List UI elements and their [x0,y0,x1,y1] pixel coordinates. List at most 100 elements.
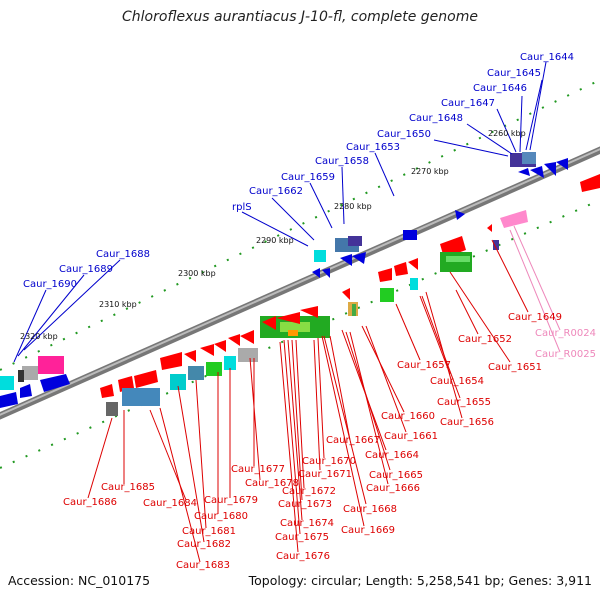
gene-block[interactable] [106,402,118,416]
gene-arrow[interactable] [40,374,70,392]
gene-label[interactable]: Caur_1688 [96,249,150,260]
gene-label[interactable]: Caur_1680 [194,511,248,522]
gene-arrow[interactable] [342,288,350,300]
gene-block[interactable] [352,304,356,316]
gene-label[interactable]: rplS [232,202,252,213]
gene-arrow[interactable] [408,258,418,270]
gene-label[interactable]: Caur_1669 [341,525,395,536]
gene-label[interactable]: Caur_R0025 [535,349,596,360]
gene-arrow[interactable] [200,344,214,356]
gene-arrow[interactable] [312,268,320,278]
gene-block[interactable] [288,330,298,336]
gene-label[interactable]: Caur_1676 [276,551,330,562]
gene-label[interactable]: Caur_1644 [520,52,574,63]
gene-block[interactable] [314,250,326,262]
gene-block[interactable] [224,356,236,370]
gene-label[interactable]: Caur_1679 [204,495,258,506]
gene-block[interactable] [522,152,536,164]
gene-arrow[interactable] [100,384,114,398]
gene-arrow[interactable] [300,306,318,318]
gene-block[interactable] [38,356,64,374]
gene-block[interactable] [410,278,418,290]
gene-label[interactable]: Caur_1677 [231,464,285,475]
gene-arrow[interactable] [20,384,32,398]
gene-label[interactable]: Caur_1648 [409,113,463,124]
gene-arrow[interactable] [160,352,182,370]
gene-label[interactable]: Caur_1661 [384,431,438,442]
gene-label[interactable]: Caur_1664 [365,450,419,461]
gene-arrow[interactable] [455,210,465,220]
gene-arrow[interactable] [487,224,492,232]
gene-label[interactable]: Caur_1665 [369,470,423,481]
gene-arrow[interactable] [262,316,276,330]
gene-label[interactable]: Caur_1657 [397,360,451,371]
gene-label[interactable]: Caur_1690 [23,279,77,290]
gene-arrow[interactable] [518,168,530,176]
gene-arrow[interactable] [0,392,18,408]
gene-label[interactable]: Caur_1686 [63,497,117,508]
gene-label[interactable]: Caur_1655 [437,397,491,408]
gene-label[interactable]: Caur_1682 [177,539,231,550]
gene-block[interactable] [380,288,394,302]
gene-arrow[interactable] [228,334,240,346]
gene-block[interactable] [493,240,499,250]
gene-label[interactable]: Caur_1681 [182,526,236,537]
gene-label[interactable]: Caur_1653 [346,142,400,153]
gene-block[interactable] [170,374,186,390]
gene-arrow[interactable] [276,312,300,324]
gene-arrow[interactable] [214,340,226,352]
gene-label[interactable]: Caur_1645 [487,68,541,79]
gene-label[interactable]: Caur_1658 [315,156,369,167]
gene-block[interactable] [280,322,310,332]
gene-arrow[interactable] [134,370,158,388]
gene-label[interactable]: Caur_1646 [473,83,527,94]
gene-arrow[interactable] [394,262,408,276]
gene-label[interactable]: Caur_1670 [302,456,356,467]
gene-label[interactable]: Caur_1654 [430,376,484,387]
gene-label[interactable]: Caur_1672 [282,486,336,497]
gene-block[interactable] [0,376,14,390]
gene-label[interactable]: Caur_1689 [59,264,113,275]
gene-arrow[interactable] [530,166,544,178]
gene-label[interactable]: Caur_1647 [441,98,495,109]
gene-label[interactable]: Caur_1674 [280,518,334,529]
gene-label[interactable]: Caur_1652 [458,334,512,345]
gene-block[interactable] [403,230,417,240]
gene-label[interactable]: Caur_R0024 [535,328,596,339]
gene-label[interactable]: Caur_1651 [488,362,542,373]
gene-label[interactable]: Caur_1678 [245,478,299,489]
gene-arrow[interactable] [500,210,528,228]
gene-label[interactable]: Caur_1671 [298,469,352,480]
gene-block[interactable] [122,388,160,406]
gene-block[interactable] [18,370,24,382]
gene-label[interactable]: Caur_1650 [377,129,431,140]
gene-arrow[interactable] [184,350,196,362]
gene-label[interactable]: Caur_1667 [326,435,380,446]
gene-block[interactable] [446,256,470,262]
gene-arrow[interactable] [322,268,330,278]
gene-arrow[interactable] [352,252,366,264]
gene-arrow[interactable] [340,254,352,266]
gene-label[interactable]: Caur_1662 [249,186,303,197]
gene-label[interactable]: Caur_1659 [281,172,335,183]
gene-block[interactable] [206,362,222,376]
gene-label[interactable]: Caur_1673 [278,499,332,510]
gene-arrow[interactable] [240,330,254,344]
gene-block[interactable] [348,236,362,246]
gene-label[interactable]: Caur_1666 [366,483,420,494]
gene-arrow[interactable] [580,174,600,192]
gene-arrow[interactable] [544,162,556,176]
gene-label[interactable]: Caur_1683 [176,560,230,571]
gene-label[interactable]: Caur_1660 [381,411,435,422]
gene-label[interactable]: Caur_1656 [440,417,494,428]
gene-label[interactable]: Caur_1684 [143,498,197,509]
gene-arrow[interactable] [378,268,392,282]
gene-label[interactable]: Caur_1675 [275,532,329,543]
gene-label[interactable]: Caur_1668 [343,504,397,515]
gene-arrow[interactable] [556,158,568,170]
gene-label[interactable]: Caur_1685 [101,482,155,493]
gene-block[interactable] [238,348,258,362]
gene-block[interactable] [188,366,204,380]
gene-label[interactable]: Caur_1649 [508,312,562,323]
gene-block[interactable] [22,366,38,380]
